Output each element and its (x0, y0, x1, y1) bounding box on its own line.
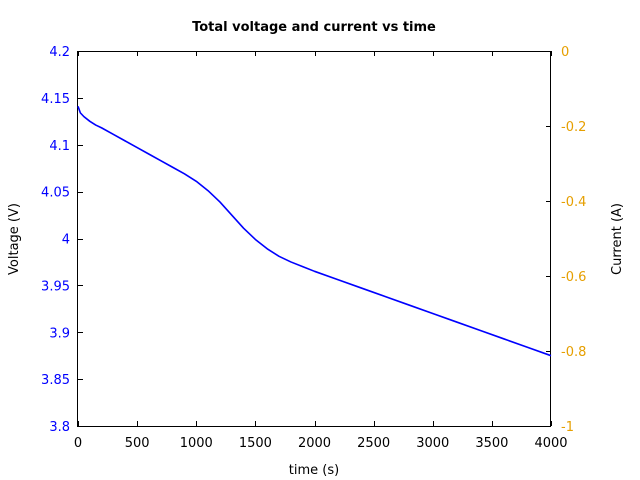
y-tick-label: 3.9 (49, 326, 70, 341)
x-tick-label: 4000 (534, 436, 567, 451)
y2-tick-label: -0.8 (561, 345, 586, 360)
x-axis-label: time (s) (289, 463, 339, 478)
y-axis-label: Voltage (V) (7, 203, 22, 275)
x-tick-label: 3000 (416, 436, 449, 451)
x-tick-label: 2500 (357, 436, 390, 451)
x-tick-label: 3500 (475, 436, 508, 451)
y-tick-label: 3.95 (41, 279, 70, 294)
y-tick-label: 4 (62, 233, 70, 248)
y2-tick-label: -0.2 (561, 120, 586, 135)
y2-tick-label: -0.4 (561, 195, 586, 210)
plot-frame (77, 51, 551, 427)
x-tick-label: 0 (74, 436, 82, 451)
x-tick-label: 1500 (239, 436, 272, 451)
y-tick-label: 3.85 (41, 373, 70, 388)
y-tick-label: 4.15 (41, 92, 70, 107)
x-tick-label: 1000 (180, 436, 213, 451)
y2-axis-label: Current (A) (610, 203, 625, 275)
voltage-series-line (77, 106, 552, 357)
y-tick-label: 4.1 (49, 139, 70, 154)
y-tick-label: 4.05 (41, 186, 70, 201)
y2-tick-label: -1 (561, 420, 574, 435)
x-tick-label: 2000 (298, 436, 331, 451)
y-tick-label: 4.2 (49, 45, 70, 60)
y-tick-label: 3.8 (49, 420, 70, 435)
series-layer (77, 106, 552, 357)
chart-title: Total voltage and current vs time (192, 20, 436, 35)
x-tick-label: 500 (125, 436, 150, 451)
y2-tick-label: -0.6 (561, 270, 586, 285)
y2-tick-label: 0 (561, 45, 569, 60)
ticks: 0 500 1000 1500 2000 2500 3000 3500 4000 3.8 3.85 3… (41, 45, 586, 451)
